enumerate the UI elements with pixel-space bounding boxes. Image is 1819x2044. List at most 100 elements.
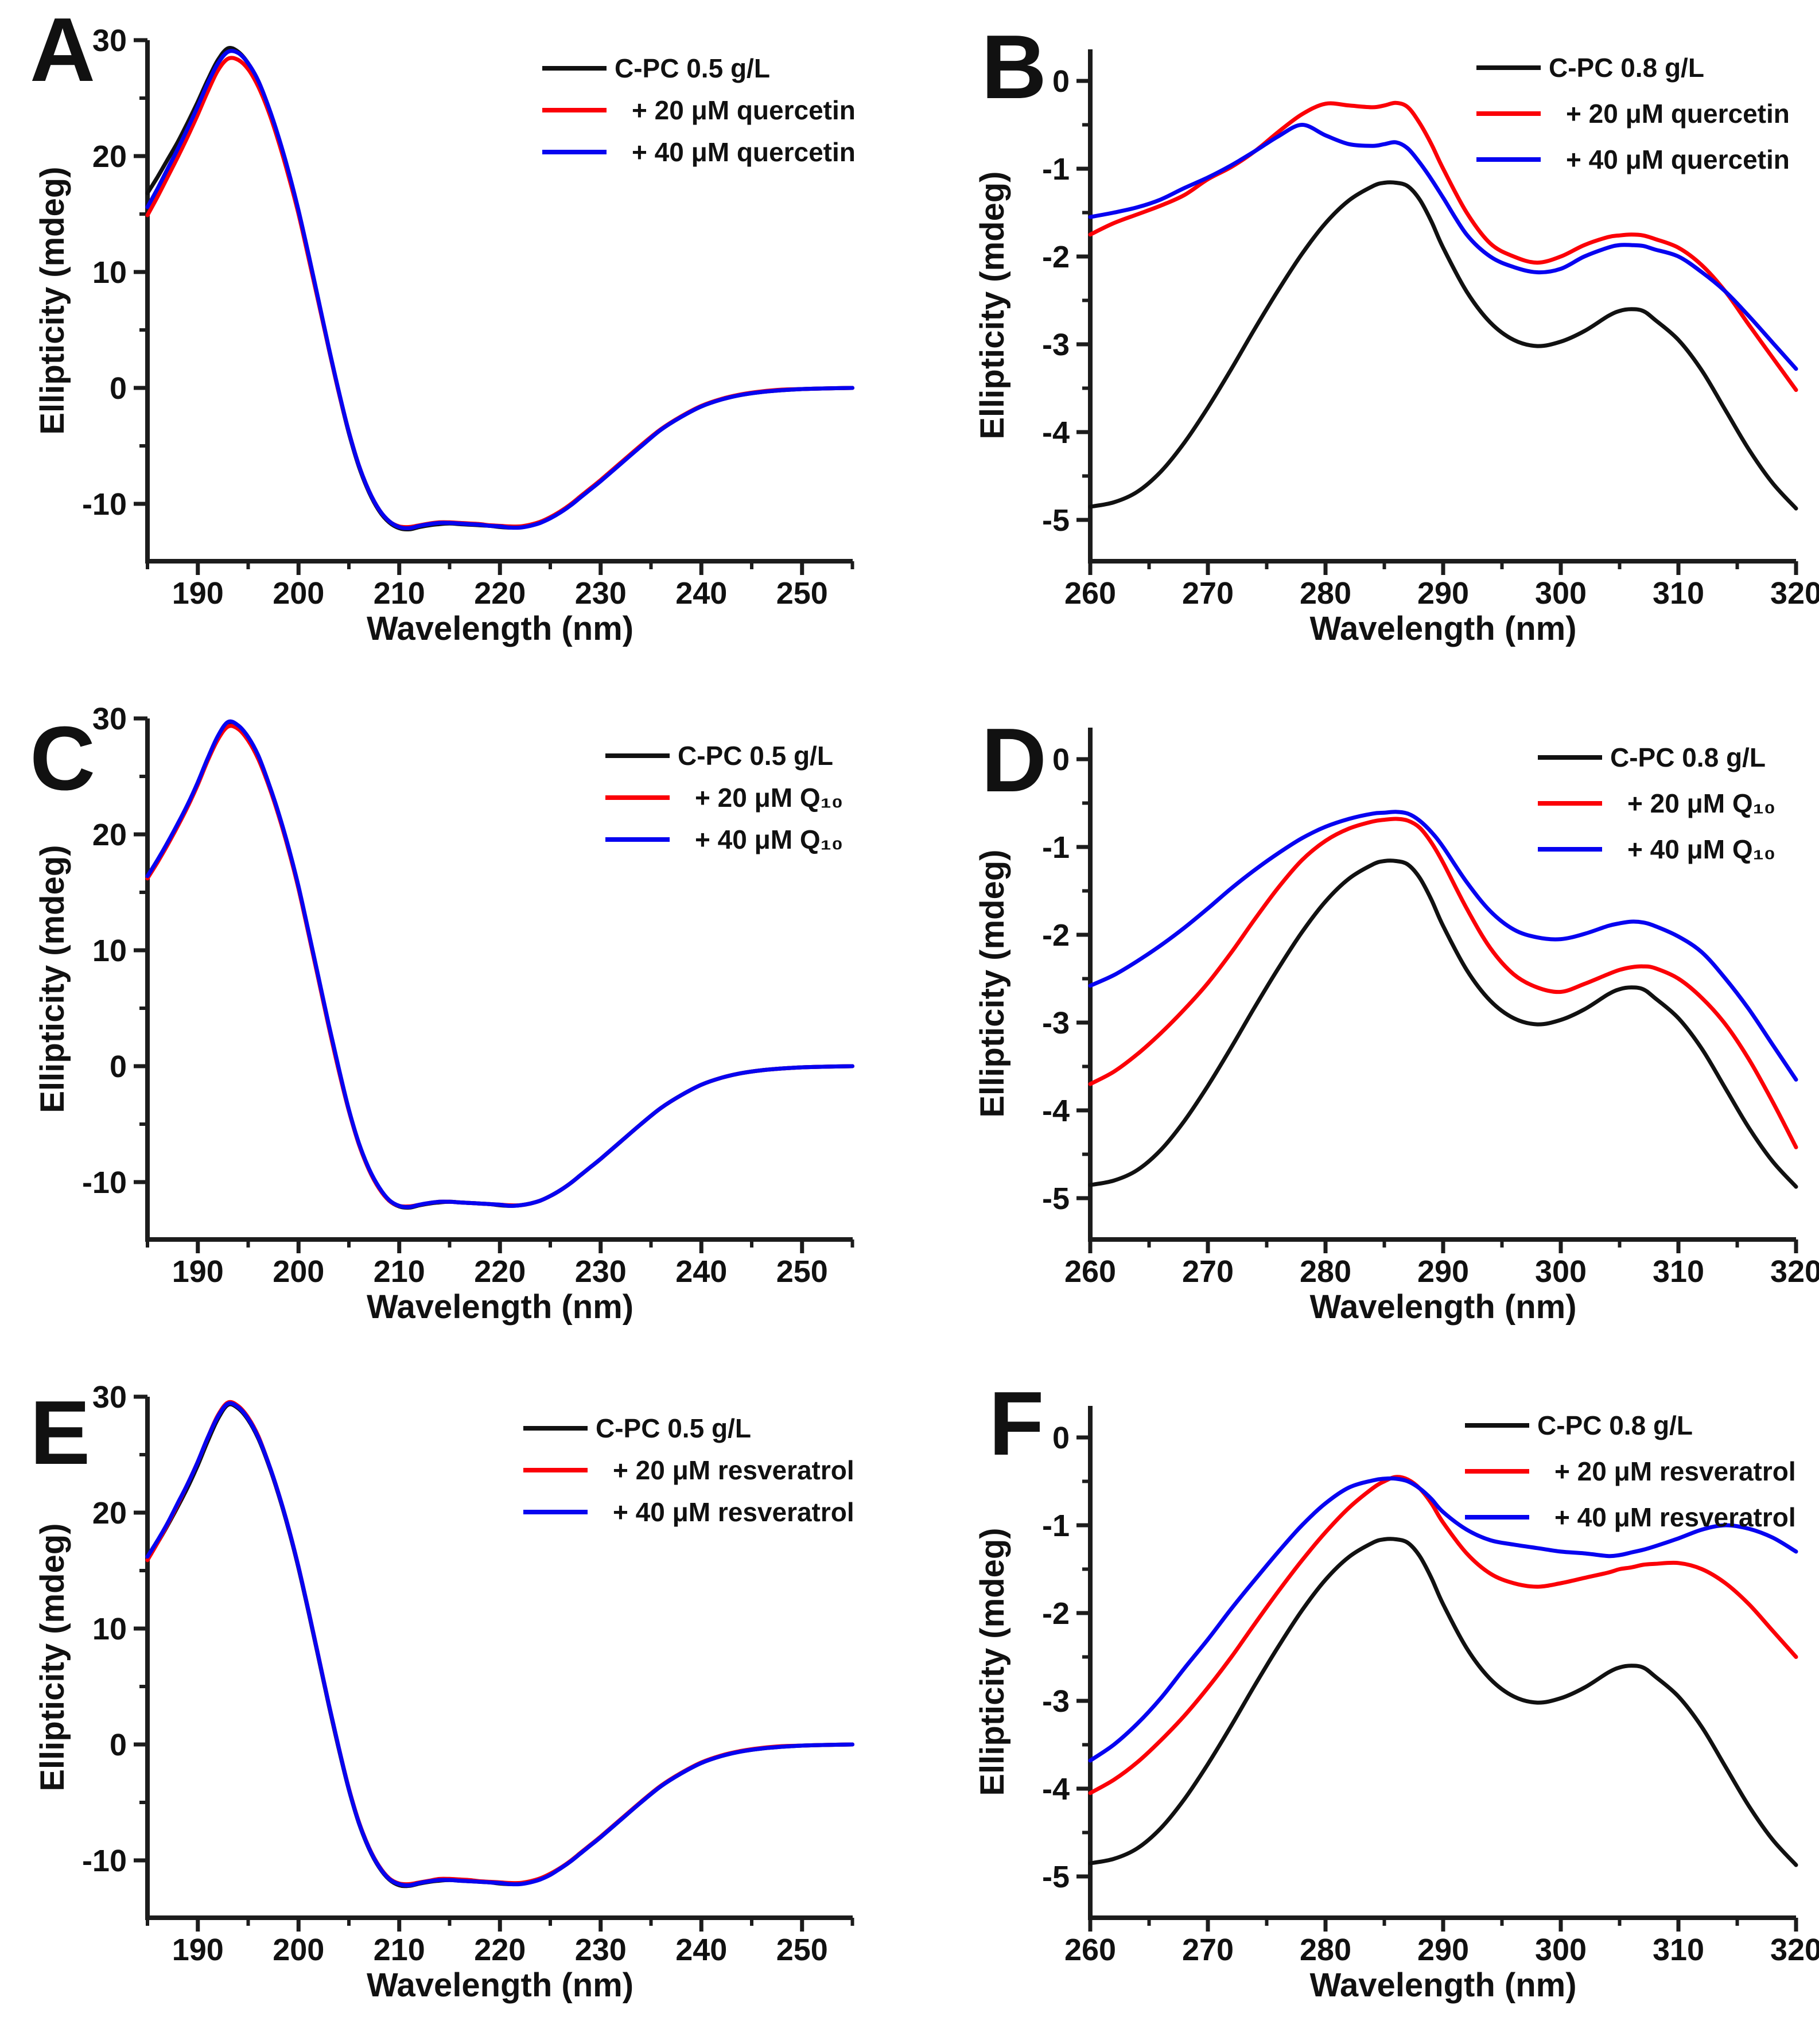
legend-swatch-red [542,107,607,112]
x-tick-label: 290 [1417,576,1469,611]
y-tick-label: 10 [92,934,127,968]
x-tick-label: 190 [172,1254,224,1289]
x-tick-label: 270 [1182,1254,1234,1289]
x-axis-label: Wavelength (nm) [1309,1288,1577,1326]
y-tick-label: -4 [1042,1094,1070,1128]
x-tick-label: 220 [474,1254,526,1289]
series-curve-blue [1088,122,1798,371]
legend-label: + 40 μM quercetin [632,137,856,167]
legend-label: + 40 μM resveratrol [613,1497,854,1527]
panel-letter-E: E [30,1382,91,1483]
y-tick-label: 20 [92,1496,127,1530]
y-tick-label: 0 [1052,743,1070,777]
legend-swatch-blue [542,149,607,154]
x-tick-label: 230 [575,1933,627,1967]
legend-item: + 20 μM quercetin [542,89,856,131]
x-axis-label: Wavelength (nm) [366,1967,634,2004]
x-tick-label: 260 [1064,1254,1116,1289]
legend: C-PC 0.5 g/L + 20 μM Q₁₀ + 40 μM Q₁₀ [605,735,843,860]
y-axis-label: Ellipticity (mdeg) [974,1528,1011,1796]
y-tick-label: 0 [110,371,127,406]
legend-item: + 20 μM Q₁₀ [605,776,843,818]
legend: C-PC 0.8 g/L + 20 μM Q₁₀ + 40 μM Q₁₀ [1538,735,1775,872]
legend-label: + 20 μM quercetin [1566,99,1790,129]
legend-swatch-blue [1465,1515,1529,1520]
series-curve-blue [1088,1476,1798,1763]
legend-item: + 40 μM resveratrol [1465,1494,1796,1540]
x-tick-label: 290 [1417,1933,1469,1967]
x-tick-label: 310 [1653,1254,1704,1289]
x-tick-label: 230 [575,1254,627,1289]
legend-label: + 40 μM Q₁₀ [695,824,844,854]
legend-swatch-blue [1476,157,1541,162]
y-axis-label: Ellipticity (mdeg) [974,171,1011,440]
legend-item: C-PC 0.8 g/L [1476,45,1790,91]
legend-item: + 40 μM resveratrol [523,1491,854,1533]
y-tick-label: 20 [92,139,127,174]
x-tick-label: 320 [1770,576,1819,611]
x-tick-label: 270 [1182,1933,1234,1967]
legend-label: + 20 μM resveratrol [613,1455,854,1485]
x-tick-label: 300 [1535,1933,1587,1967]
y-tick-label: 0 [1052,64,1070,99]
series-curve-black [1088,858,1798,1189]
legend-swatch-black [1538,755,1602,760]
x-tick-label: 250 [776,576,828,611]
x-tick-label: 320 [1770,1254,1819,1289]
legend-item: + 20 μM resveratrol [1465,1448,1796,1494]
x-tick-label: 280 [1300,576,1351,611]
panel-letter-C: C [30,708,96,809]
legend-swatch-black [1465,1423,1529,1428]
series-curve-black [1088,180,1798,511]
x-tick-label: 300 [1535,576,1587,611]
y-axis-label: Ellipticity (mdeg) [34,845,71,1113]
y-tick-label: -1 [1042,152,1070,186]
x-tick-label: 300 [1535,1254,1587,1289]
x-tick-label: 250 [776,1933,828,1967]
legend-item: + 40 μM Q₁₀ [1538,826,1775,872]
legend-item: + 40 μM Q₁₀ [605,818,843,860]
legend-label: C-PC 0.5 g/L [615,53,770,83]
panel-letter-B: B [981,17,1047,118]
y-tick-label: -5 [1042,503,1070,538]
legend-item: + 40 μM quercetin [542,131,856,173]
legend-item: + 20 μM resveratrol [523,1449,854,1491]
series-curve-blue [145,49,854,531]
series-curve-blue [145,1401,854,1888]
panel-C: 190 200 210 220 230 240 250 30 20 10 0 -10 C Ellipt… [23,687,932,1366]
y-tick-label: 10 [92,255,127,290]
y-tick-label: -3 [1042,1684,1070,1719]
y-tick-label: -4 [1042,1772,1070,1806]
legend-item: C-PC 0.5 g/L [523,1407,854,1449]
cd-plot-far-uv-q10: 190 200 210 220 230 240 250 30 20 10 0 -10 [82,702,854,1289]
y-tick-label: -1 [1042,830,1070,865]
legend-swatch-red [523,1467,588,1472]
y-axis-label: Ellipticity (mdeg) [974,849,1011,1118]
x-tick-label: 220 [474,1933,526,1967]
panel-letter-D: D [981,710,1047,811]
x-tick-label: 190 [172,576,224,611]
y-tick-label: -1 [1042,1509,1070,1543]
series-curve-blue [1088,810,1798,1082]
legend-swatch-red [1476,111,1541,116]
x-tick-label: 310 [1653,576,1704,611]
x-axis-label: Wavelength (nm) [1309,1967,1577,2004]
x-tick-label: 280 [1300,1254,1351,1289]
x-tick-label: 250 [776,1254,828,1289]
x-axis-label: Wavelength (nm) [366,1288,634,1326]
legend-item: + 20 μM quercetin [1476,91,1790,137]
y-tick-label: -2 [1042,918,1070,953]
panel-letter-F: F [989,1373,1044,1474]
y-tick-label: -5 [1042,1860,1070,1894]
y-axis-label: Ellipticity (mdeg) [34,1523,71,1792]
x-tick-label: 320 [1770,1933,1819,1967]
cd-plot-near-uv-resveratrol: 260 270 280 290 300 310 320 0 -1 -2 -3 -4 -5 [1042,1406,1819,1967]
y-tick-label: 30 [92,24,127,58]
x-tick-label: 210 [374,1254,425,1289]
x-tick-label: 270 [1182,576,1234,611]
legend-label: C-PC 0.8 g/L [1610,743,1766,772]
series-curve-black [1088,1537,1798,1867]
x-tick-label: 230 [575,576,627,611]
legend: C-PC 0.8 g/L + 20 μM resveratrol + 40 μM… [1465,1402,1796,1540]
legend-label: + 20 μM Q₁₀ [1627,788,1776,818]
